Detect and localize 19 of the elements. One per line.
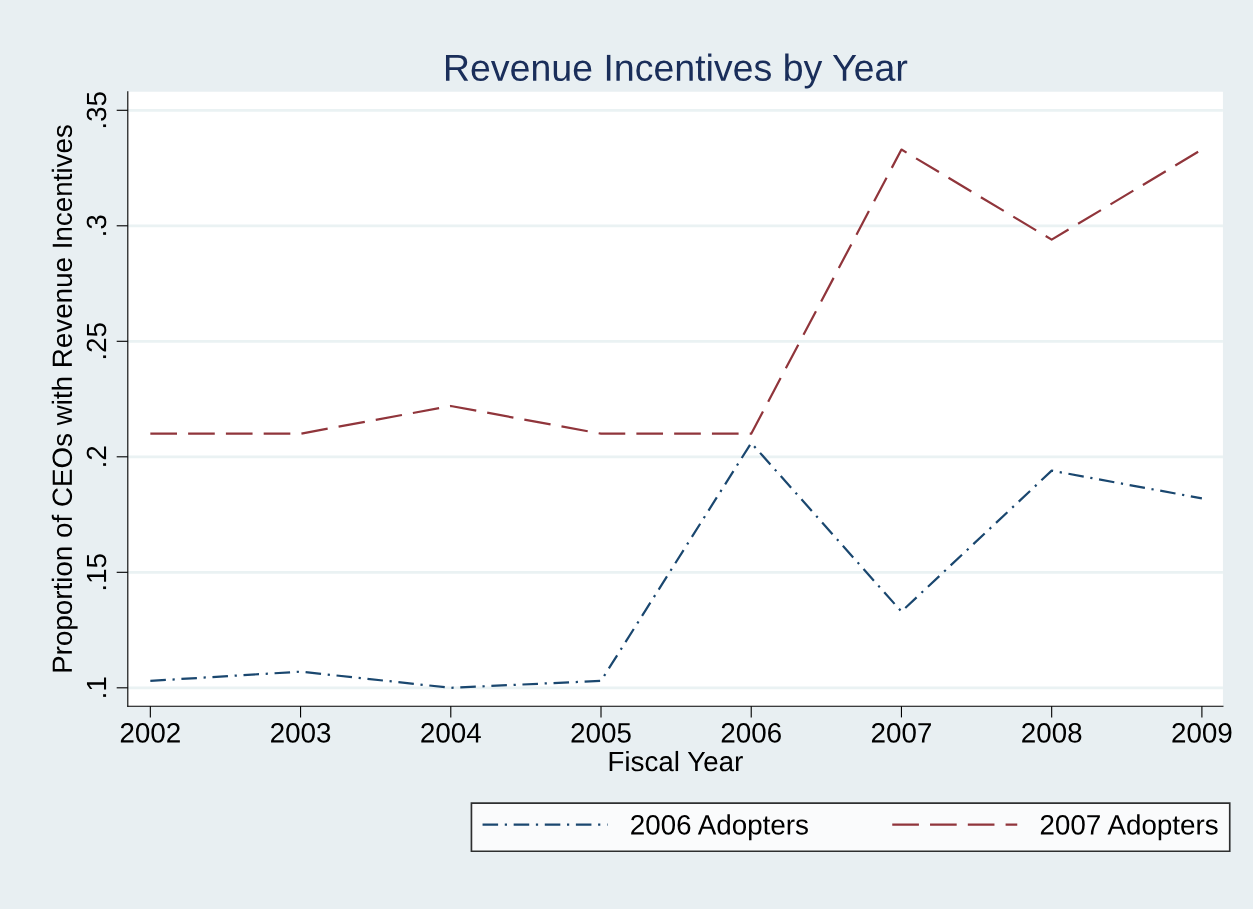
y-axis-title: Proportion of CEOs with Revenue Incentives bbox=[51, 125, 78, 672]
x-tick-label: 2004 bbox=[421, 723, 481, 743]
y-tick-label: .15 bbox=[86, 554, 107, 590]
x-tick-label: 2005 bbox=[571, 723, 631, 743]
legend-label: 2007 Adopters bbox=[1040, 814, 1218, 841]
chart-title: Revenue Incentives by Year bbox=[445, 53, 908, 89]
y-tick-label: .25 bbox=[86, 323, 107, 359]
y-tick-label: .35 bbox=[86, 92, 107, 128]
x-tick-label: 2002 bbox=[120, 723, 180, 743]
legend-label: 2006 Adopters bbox=[631, 814, 808, 841]
x-axis-title: Fiscal Year bbox=[609, 750, 743, 772]
x-tick-label: 2008 bbox=[1022, 723, 1082, 743]
x-tick-label: 2006 bbox=[721, 723, 781, 743]
y-tick-label: .1 bbox=[86, 677, 107, 697]
x-tick-label: 2007 bbox=[871, 723, 931, 743]
y-tick-label: .3 bbox=[86, 215, 107, 235]
y-tick-label: .2 bbox=[86, 446, 107, 466]
x-tick-label: 2009 bbox=[1172, 723, 1232, 743]
x-tick-label: 2003 bbox=[271, 723, 331, 743]
